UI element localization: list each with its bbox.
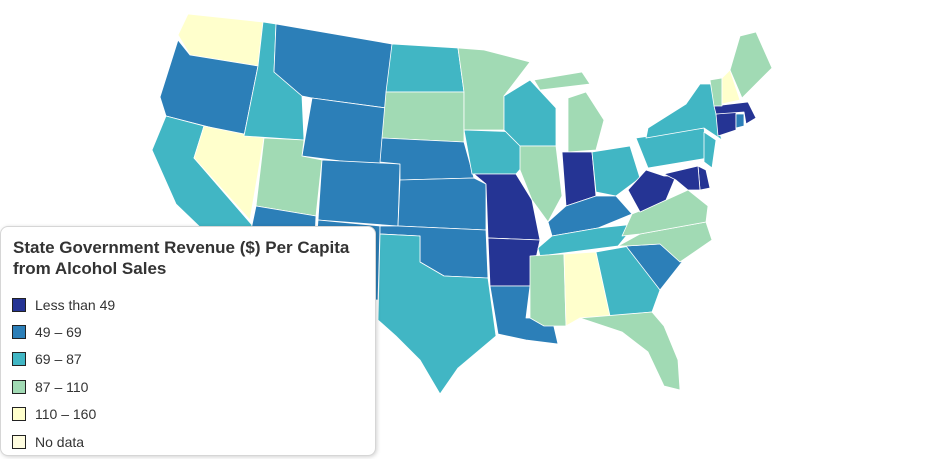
legend-item[interactable]: Less than 49 — [12, 291, 115, 318]
state-wisconsin[interactable] — [503, 79, 557, 147]
state-vermont[interactable] — [709, 77, 723, 107]
map-legend: State Government Revenue ($) Per Capita … — [0, 226, 376, 456]
legend-item[interactable]: 110 – 160 — [12, 401, 115, 428]
legend-swatch — [12, 407, 26, 422]
state-south-dakota[interactable] — [381, 91, 465, 143]
state-maryland[interactable] — [663, 165, 701, 191]
state-kansas[interactable] — [397, 177, 487, 231]
state-georgia[interactable] — [595, 245, 661, 317]
legend-label: 110 – 160 — [35, 406, 97, 423]
legend-item[interactable]: 49 – 69 — [12, 318, 115, 345]
state-mississippi[interactable] — [529, 253, 567, 327]
state-connecticut[interactable] — [715, 111, 737, 137]
state-massachusetts[interactable] — [713, 101, 757, 125]
state-new-hampshire[interactable] — [721, 69, 741, 105]
state-maine[interactable] — [729, 31, 773, 99]
state-wyoming[interactable] — [301, 97, 387, 167]
legend-item[interactable]: No data — [12, 428, 115, 455]
state-ohio[interactable] — [591, 145, 641, 197]
state-louisiana[interactable] — [489, 285, 559, 345]
legend-swatch — [12, 325, 26, 340]
legend-swatch — [12, 352, 26, 367]
state-rhode-island[interactable] — [735, 113, 745, 129]
state-texas[interactable] — [377, 233, 497, 395]
legend-title: State Government Revenue ($) Per Capita … — [13, 238, 350, 278]
legend-label: 87 – 110 — [35, 378, 89, 395]
legend-label: Less than 49 — [35, 296, 116, 313]
legend-label: 69 – 87 — [35, 351, 82, 368]
state-colorado[interactable] — [317, 159, 401, 227]
legend-swatch — [12, 297, 26, 312]
state-virginia[interactable] — [621, 189, 709, 237]
state-new-jersey[interactable] — [703, 131, 717, 169]
legend-label: No data — [35, 433, 85, 450]
legend-label: 49 – 69 — [35, 324, 82, 341]
state-north-dakota[interactable] — [385, 43, 465, 93]
legend-swatch — [12, 379, 26, 394]
legend-items: Less than 49 49 – 69 69 – 87 87 – 110 11… — [12, 291, 115, 455]
state-michigan[interactable] — [533, 71, 605, 153]
legend-swatch — [12, 434, 26, 449]
legend-item[interactable]: 87 – 110 — [12, 373, 115, 400]
state-new-york[interactable] — [645, 83, 723, 141]
state-florida[interactable] — [579, 311, 681, 391]
legend-item[interactable]: 69 – 87 — [12, 346, 115, 373]
